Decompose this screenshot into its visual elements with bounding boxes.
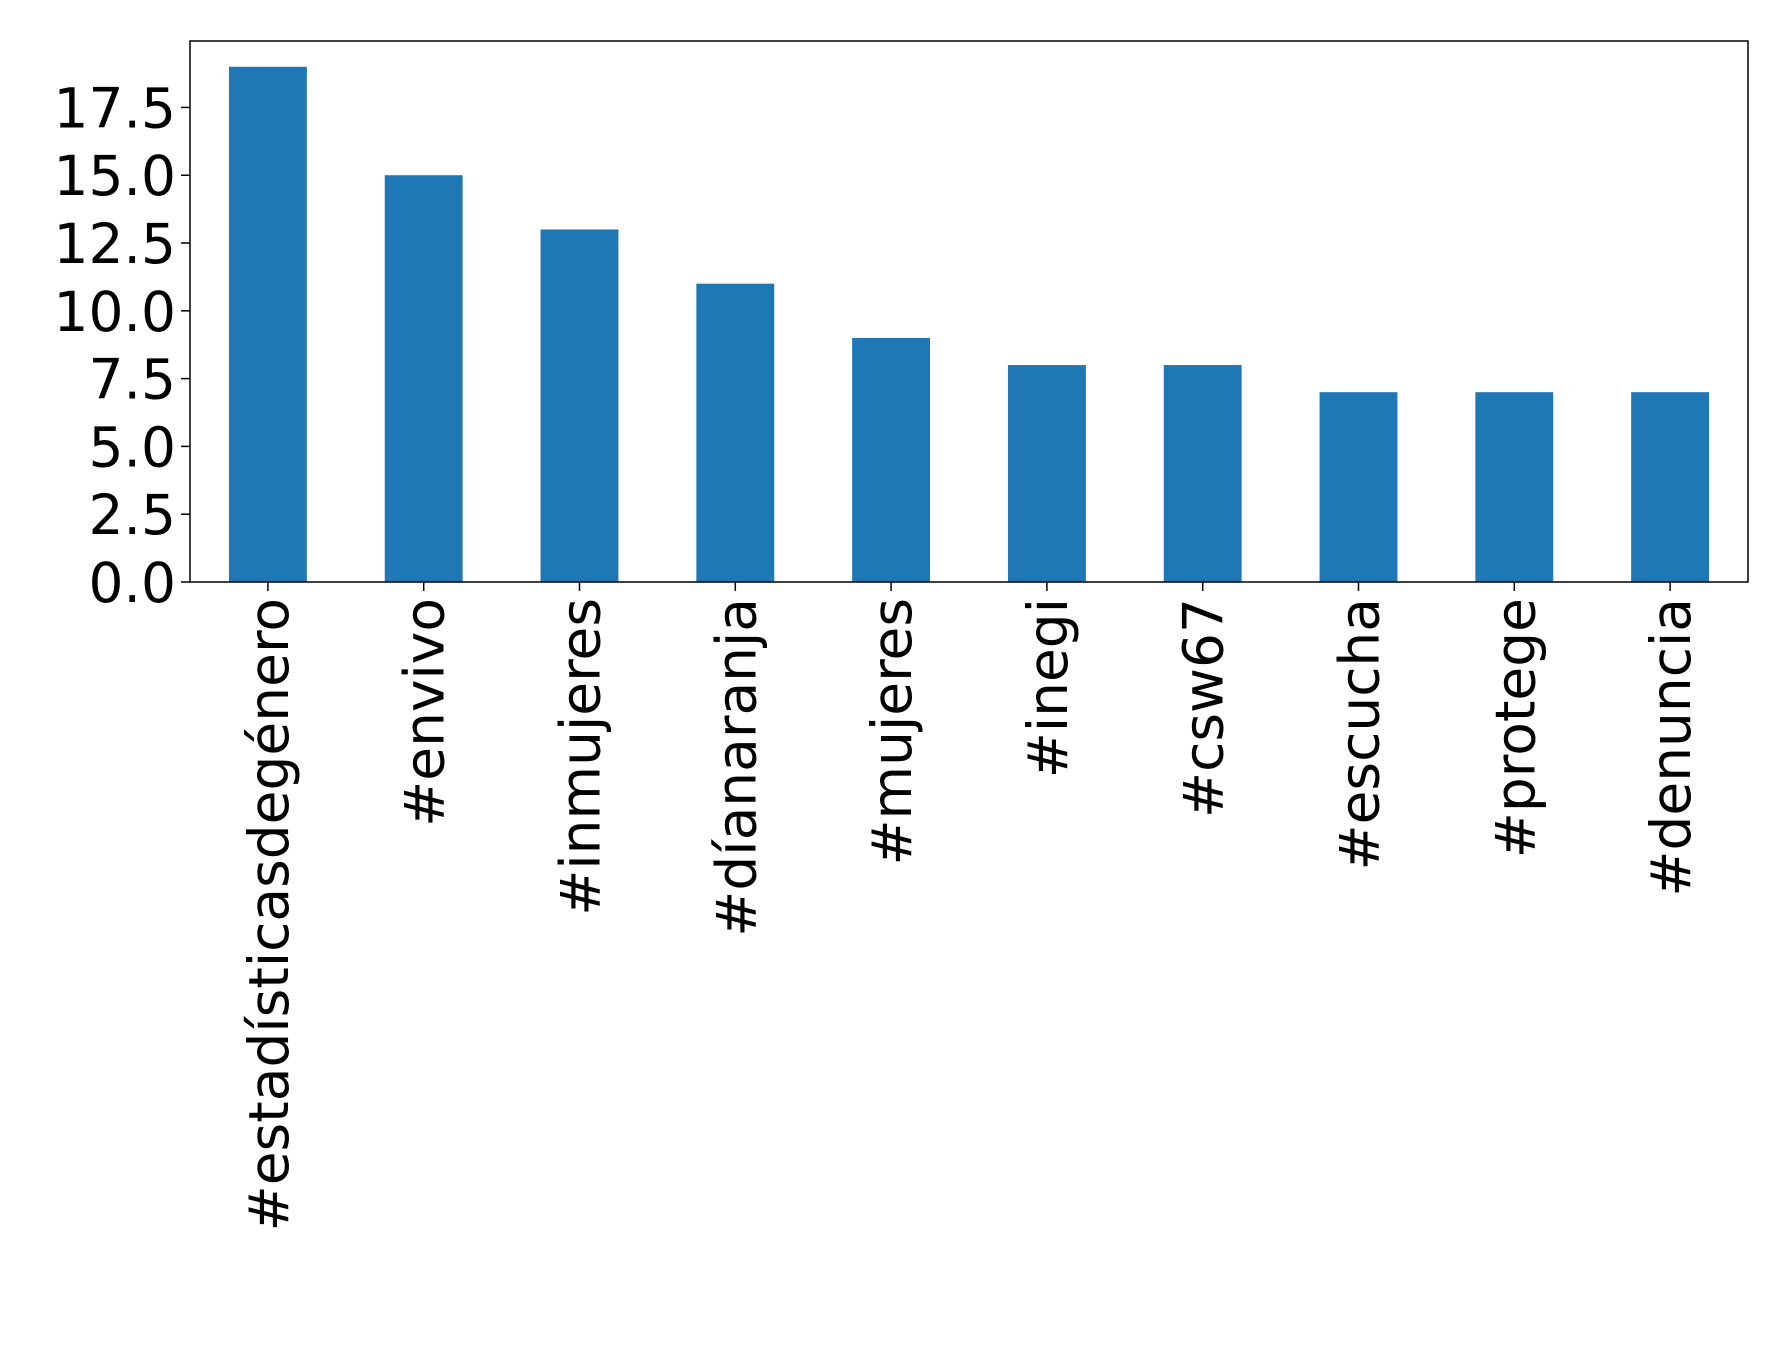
bar [384, 175, 463, 582]
bar [1319, 392, 1398, 582]
x-tick-label: #díanaranja [704, 598, 768, 937]
x-tick-label: #escucha [1328, 598, 1392, 870]
x-tick-label: #envivo [393, 598, 457, 827]
y-tick-label: 10.0 [54, 280, 176, 344]
x-tick-label: #estadísticasdegénero [237, 598, 301, 1231]
bar [1631, 392, 1710, 582]
x-tick-label: #mujeres [860, 598, 924, 866]
x-tick-label: #inegi [1016, 598, 1080, 778]
bar [228, 66, 307, 582]
y-tick-label: 15.0 [54, 144, 176, 208]
x-tick-label: #denuncia [1639, 598, 1703, 897]
x-tick-label: #inmujeres [549, 598, 613, 916]
y-tick-label: 5.0 [89, 415, 176, 479]
bar [696, 283, 775, 582]
y-tick-label: 12.5 [54, 212, 176, 276]
plot-frame [189, 40, 1749, 583]
bar [852, 337, 931, 582]
x-tick-label: #csw67 [1172, 598, 1236, 818]
y-tick-label: 17.5 [54, 76, 176, 140]
y-tick-label: 0.0 [89, 551, 176, 615]
y-tick-label: 7.5 [89, 348, 176, 412]
bar [540, 229, 619, 582]
x-tick-label: #protege [1483, 598, 1547, 858]
y-tick-label: 2.5 [89, 483, 176, 547]
bar [1475, 392, 1554, 582]
bar [1007, 365, 1086, 582]
bar [1163, 365, 1242, 582]
